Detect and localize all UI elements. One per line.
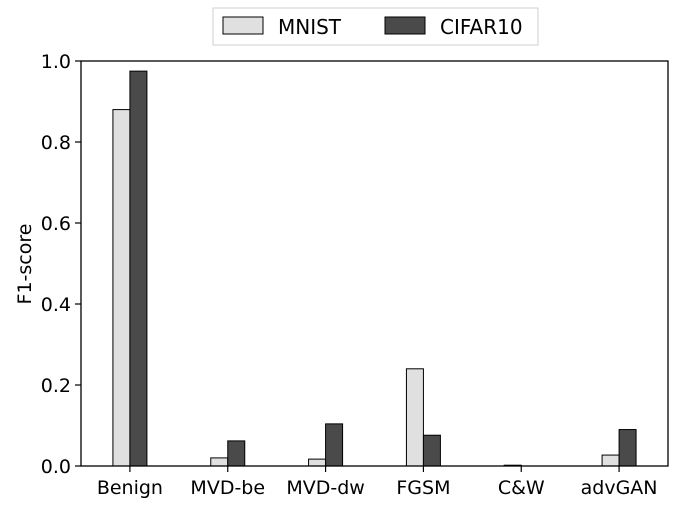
bar-cifar10-mvd-dw	[325, 423, 344, 467]
bar-mnist-benign	[112, 109, 131, 467]
y-tick-label: 0.6	[41, 213, 71, 235]
x-tick-label: MVD-dw	[286, 477, 364, 499]
y-axis: 0.0 0.2 0.4 0.6 0.8 1.0	[41, 51, 81, 478]
y-axis-label: F1-score	[14, 224, 36, 305]
legend: MNIST CIFAR10	[212, 7, 539, 46]
x-tick-label: Benign	[97, 477, 163, 499]
x-tick-label: advGAN	[581, 477, 658, 499]
legend-swatch-cifar10	[384, 16, 426, 35]
bars	[112, 70, 637, 467]
legend-label-cifar10: CIFAR10	[440, 15, 523, 39]
x-axis: Benign MVD-be MVD-dw FGSM C&W advGAN	[97, 466, 658, 499]
bar-cifar10-fgsm	[422, 434, 441, 467]
x-tick-label: C&W	[498, 477, 545, 499]
bar-cifar10-benign	[129, 70, 148, 467]
legend-box	[212, 7, 539, 46]
legend-swatch-mnist	[222, 16, 264, 35]
bar-mnist-advgan	[601, 454, 620, 467]
x-tick-label: MVD-be	[190, 477, 265, 499]
plot-frame	[80, 60, 669, 467]
y-tick-label: 0.2	[41, 375, 71, 397]
bar-cifar10-advgan	[618, 429, 637, 467]
bar-mnist-mvd-dw	[308, 458, 327, 467]
bar-mnist-fgsm	[405, 368, 424, 467]
y-tick-label: 0.8	[41, 132, 71, 154]
x-tick-label: FGSM	[396, 477, 450, 499]
y-tick-label: 0.0	[41, 456, 71, 478]
bar-cifar10-mvd-be	[227, 440, 246, 467]
bar-mnist-mvd-be	[210, 457, 229, 467]
y-tick-label: 1.0	[41, 51, 71, 73]
legend-label-mnist: MNIST	[278, 15, 342, 39]
y-tick-label: 0.4	[41, 294, 71, 316]
